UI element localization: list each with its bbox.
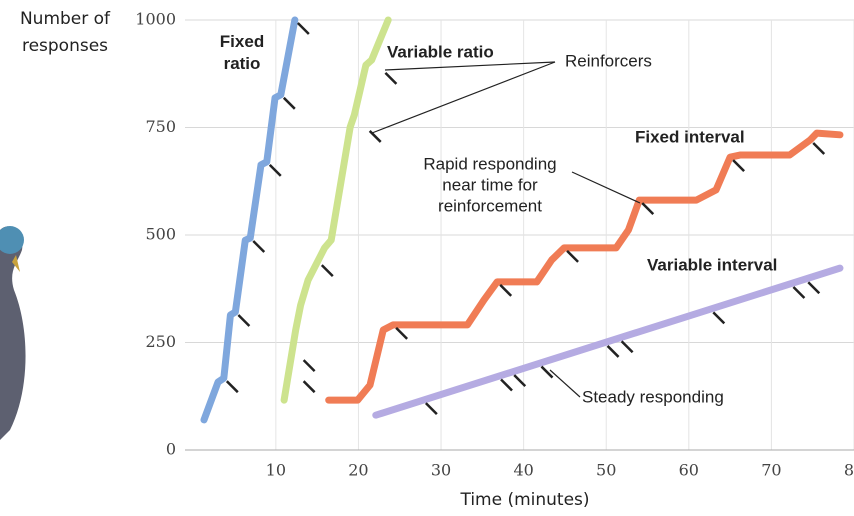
- annotation: Steady responding: [582, 387, 724, 406]
- reinforcer-mark: [237, 314, 251, 327]
- annotation: near time for: [442, 175, 538, 194]
- reinforcer-mark: [807, 281, 821, 295]
- x-tick-label: 20: [348, 461, 368, 480]
- reinforcer-mark: [792, 286, 806, 299]
- reinforcer-mark: [368, 130, 382, 143]
- reinforcer-mark: [225, 380, 239, 394]
- reinforcer-mark: [620, 340, 634, 354]
- reinforcer-mark: [424, 402, 438, 416]
- x-tick-label: 40: [513, 461, 533, 480]
- reinforcer-mark: [513, 374, 527, 388]
- series-label-line: Fixed: [220, 32, 264, 51]
- reinforcer-mark: [384, 71, 398, 85]
- reinforcer-mark: [282, 96, 296, 110]
- reinforcer-mark: [606, 345, 620, 358]
- reinforcer-mark: [500, 378, 513, 392]
- reinforcer-mark: [252, 240, 266, 253]
- y-tick-label: 1000: [135, 10, 176, 29]
- series-label: Fixed interval: [635, 127, 745, 146]
- series-label-line: ratio: [224, 54, 261, 73]
- x-tick-label: 60: [679, 461, 699, 480]
- reinforcer-mark: [499, 283, 513, 297]
- x-tick-label: 30: [431, 461, 451, 480]
- series-label: Variable interval: [647, 255, 777, 274]
- y-tick-label: 0: [166, 440, 176, 459]
- series-line: [325, 129, 844, 404]
- reinforcer-mark: [320, 264, 334, 277]
- y-axis-label: responses: [22, 36, 108, 56]
- reinforcer-mark: [540, 365, 554, 379]
- reinforcer-mark: [302, 380, 316, 394]
- reinforcer-mark: [302, 359, 316, 373]
- y-axis-label: Number of: [20, 9, 111, 29]
- series-label: Variable ratio: [387, 42, 494, 61]
- series-line: [200, 16, 299, 424]
- reinforcer-mark: [296, 22, 310, 35]
- x-tick-label: 80: [844, 461, 854, 480]
- annotation: Rapid responding: [423, 154, 556, 173]
- pigeon: [0, 226, 26, 440]
- series-line: [372, 264, 844, 419]
- x-tick-label: 10: [266, 461, 286, 480]
- x-axis-label: Time (minutes): [459, 490, 589, 510]
- annotation-arrows: [371, 61, 641, 398]
- x-tick-label: 70: [761, 461, 781, 480]
- reinforcer-mark: [268, 164, 282, 177]
- reinforcer-mark: [812, 142, 826, 155]
- y-tick-label: 500: [145, 225, 176, 244]
- series-line: [280, 16, 392, 404]
- annotation: Reinforcers: [565, 51, 652, 70]
- y-tick-label: 750: [145, 117, 176, 136]
- reinforcer-mark: [732, 159, 745, 173]
- annotation: reinforcement: [438, 196, 542, 215]
- y-tick-label: 250: [145, 332, 176, 351]
- reinforcer-mark: [566, 250, 579, 263]
- reinforcer-mark: [395, 326, 409, 340]
- reinforcer-mark: [712, 311, 726, 325]
- series-label: Fixed ratio: [220, 32, 264, 73]
- x-tick-label: 50: [596, 461, 616, 480]
- reinforcer-mark: [641, 202, 655, 216]
